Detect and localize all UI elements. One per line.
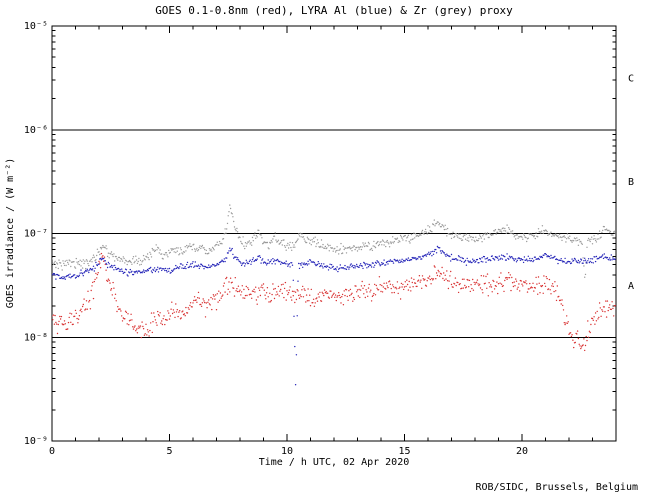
x-tick-label: 20 <box>516 446 528 457</box>
y-tick-label: 10⁻⁷ <box>24 229 48 240</box>
flare-class-label-a: A <box>628 281 634 292</box>
series-lyra-zr <box>52 204 616 278</box>
series-goes <box>52 252 616 352</box>
series-lyra-al <box>52 245 616 386</box>
tick-labels: 10⁻⁵ 10⁻⁶ 10⁻⁷ 10⁻⁸ 10⁻⁹0 5 10 15 20 <box>24 21 528 457</box>
flare-class-label-b: B <box>628 177 634 188</box>
axes <box>51 25 617 442</box>
x-tick-label: 15 <box>398 446 410 457</box>
plot-area: 10⁻⁵ 10⁻⁶ 10⁻⁷ 10⁻⁸ 10⁻⁹0 5 10 15 20 C B A <box>24 21 634 457</box>
x-tick-label: 5 <box>166 446 172 457</box>
y-axis-label: GOES irradiance / (W m⁻²) <box>5 158 16 309</box>
y-tick-label: 10⁻⁸ <box>24 332 48 343</box>
credit-text: ROB/SIDC, Brussels, Belgium <box>475 482 638 493</box>
y-tick-label: 10⁻⁵ <box>24 21 48 32</box>
x-axis-label: Time / h UTC, 02 Apr 2020 <box>259 457 410 468</box>
x-tick-label: 0 <box>49 446 55 457</box>
chart-title: GOES 0.1-0.8nm (red), LYRA Al (blue) & Z… <box>155 4 513 17</box>
y-tick-label: 10⁻⁶ <box>24 125 48 136</box>
x-tick-label: 10 <box>281 446 293 457</box>
flare-class-label-c: C <box>628 73 634 84</box>
y-tick-label: 10⁻⁹ <box>24 436 48 447</box>
